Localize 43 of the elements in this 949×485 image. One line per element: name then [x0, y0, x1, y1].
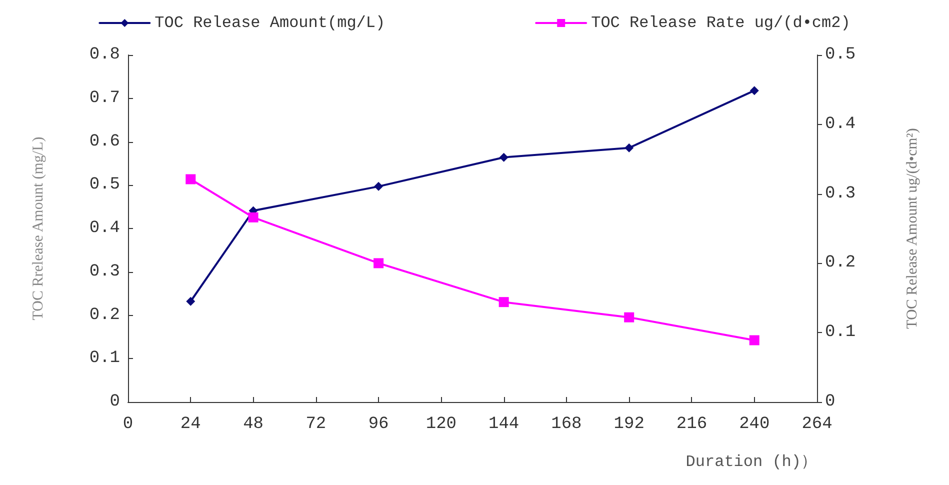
- y-tick-label: 0.1: [89, 349, 120, 368]
- y-tick-label: 0: [110, 392, 120, 412]
- x-tick-label: 48: [243, 415, 264, 434]
- x-tick-label: 120: [426, 415, 456, 434]
- y-tick-label: 0.3: [89, 262, 120, 282]
- x-tick-label: 264: [802, 415, 832, 434]
- point: [248, 212, 258, 222]
- x-tick-label: 216: [676, 415, 708, 434]
- legend-label: TOC Release Rate ug/(d•cm2): [591, 14, 850, 32]
- y2-tick-label: 0.3: [825, 184, 856, 204]
- y-tick-label: 0.7: [89, 88, 120, 108]
- x-tick-label: 72: [306, 415, 326, 434]
- point: [749, 335, 760, 346]
- point: [624, 143, 634, 152]
- y2-tick-label: 0: [825, 392, 836, 412]
- y-tick-label: 0.5: [89, 176, 120, 195]
- y2-axis-title: TOC Release Amount ug/(d•cm²): [904, 128, 920, 329]
- y2-tick-label: 0.5: [825, 46, 856, 64]
- point: [624, 312, 634, 322]
- x-tick-label: 24: [180, 415, 201, 434]
- y-tick-label: 0.6: [89, 132, 120, 152]
- point: [374, 258, 384, 268]
- x-tick-label: 0: [122, 415, 134, 434]
- x-tick-label: 96: [368, 415, 389, 434]
- y-axis-title: TOC Rrelease Amount (mg/L): [30, 136, 46, 320]
- x-tick-label: 240: [739, 415, 770, 434]
- x-axis-title: Duration (h)）: [686, 453, 817, 471]
- point: [186, 296, 196, 306]
- y-tick-label: 0.4: [89, 219, 120, 238]
- point: [374, 182, 384, 191]
- y2-tick-label: 0.2: [825, 254, 856, 273]
- x-tick-label: 168: [551, 415, 582, 434]
- legend-label: TOC Release Amount(mg/L): [154, 14, 386, 32]
- x-tick-label: 144: [488, 415, 520, 434]
- y2-tick-label: 0.4: [825, 114, 856, 134]
- point: [499, 152, 508, 162]
- y-tick-label: 0.8: [89, 46, 120, 64]
- point: [750, 86, 759, 96]
- y-tick-label: 0.2: [89, 306, 120, 325]
- point: [186, 174, 196, 184]
- y2-tick-label: 0.1: [825, 323, 856, 342]
- x-tick-label: 192: [614, 415, 644, 434]
- point: [498, 297, 509, 308]
